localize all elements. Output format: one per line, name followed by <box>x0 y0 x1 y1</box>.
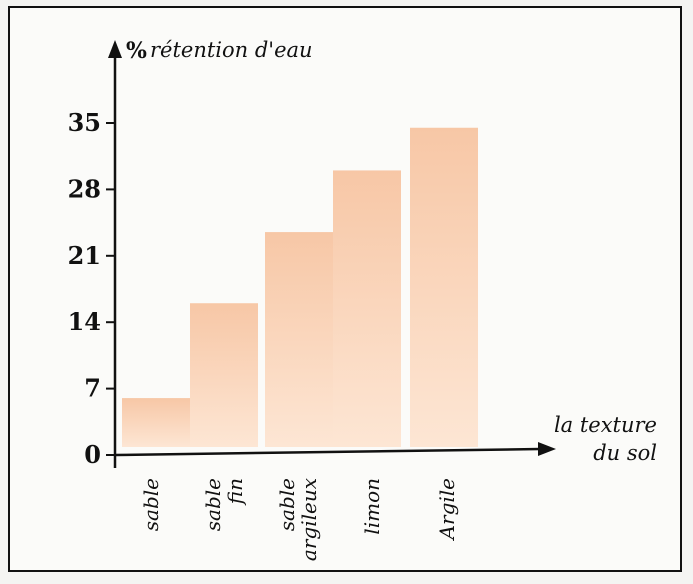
y-tick-label-14: 14 <box>68 307 101 336</box>
x-category-line: sable <box>201 478 225 531</box>
x-category-label-Argile: Argile <box>435 478 459 541</box>
y-axis-arrow-icon <box>108 40 122 58</box>
x-category-line: sable <box>139 478 163 531</box>
x-category-label-limon: limon <box>360 478 384 535</box>
x-axis-line <box>114 447 541 457</box>
x-category-line: Argile <box>435 478 459 541</box>
y-axis-symbol: % <box>126 38 147 64</box>
y-axis-title: rétention d'eau <box>150 38 313 62</box>
bar-sable-fin <box>190 303 258 447</box>
bar-sable <box>122 398 190 447</box>
x-category-line: fin <box>223 478 247 506</box>
bar-limon <box>333 170 401 447</box>
x-category-line: argileux <box>297 478 321 561</box>
y-tick-label-0: 0 <box>84 440 101 469</box>
y-tick-label-7: 7 <box>84 374 101 403</box>
bar-Argile <box>410 127 478 447</box>
x-axis-arrow-icon <box>538 442 556 456</box>
x-category-line: limon <box>360 478 384 535</box>
y-tick-label-21: 21 <box>68 241 101 270</box>
y-tick-label-35: 35 <box>68 108 101 137</box>
x-axis-title-line: la texture <box>554 413 657 437</box>
x-category-label-sable: sable <box>139 478 163 531</box>
x-category-line: sable <box>275 478 299 531</box>
x-axis-title-line: du sol <box>593 441 657 465</box>
bar-sable-argileux <box>265 232 333 447</box>
y-tick-label-28: 28 <box>68 174 101 203</box>
